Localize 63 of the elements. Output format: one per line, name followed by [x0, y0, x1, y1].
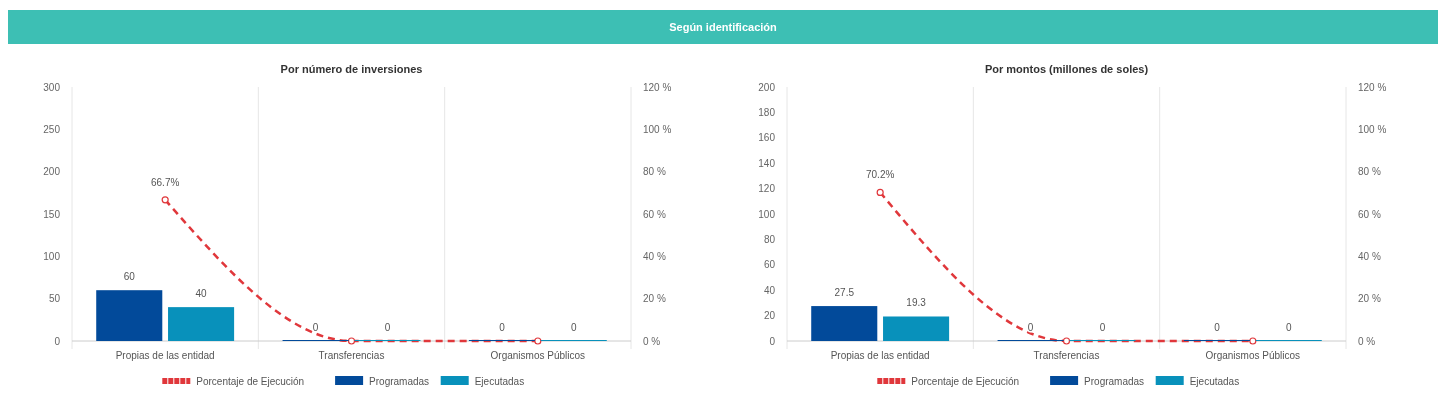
- data-label: 40: [195, 288, 208, 300]
- legend-label: Programadas: [1084, 376, 1145, 387]
- y2-tick-label: 80 %: [1358, 166, 1381, 178]
- x-tick-label: Organismos Públicos: [1205, 350, 1301, 361]
- legend-label: Ejecutadas: [1189, 376, 1240, 387]
- y2-tick-label: 0 %: [643, 335, 661, 347]
- bar: [96, 290, 163, 341]
- y2-tick-label: 40 %: [643, 250, 666, 262]
- y2-tick-label: 20 %: [643, 293, 666, 305]
- x-tick-label: Propias de las entidad: [830, 350, 930, 361]
- y-tick-label: 250: [43, 123, 61, 135]
- chart-title: Por número de inversiones: [280, 63, 423, 75]
- data-label: 0: [499, 322, 506, 333]
- y-tick-label: 200: [758, 81, 776, 93]
- x-tick-label: Transferencias: [318, 350, 385, 361]
- text: Según identificación: [669, 21, 778, 33]
- y-tick-label: 60: [763, 259, 776, 271]
- y-tick-label: 80: [763, 233, 776, 245]
- legend-label: Ejecutadas: [474, 376, 525, 387]
- data-label: 0: [1099, 322, 1106, 333]
- legend-label: Programadas: [369, 376, 430, 387]
- y-tick-label: 0: [54, 335, 61, 347]
- y-tick-label: 160: [758, 132, 776, 144]
- y-tick-label: 50: [48, 293, 61, 305]
- data-label: 70.2%: [865, 169, 895, 181]
- y2-tick-label: 120 %: [1358, 81, 1387, 93]
- data-label: 0: [1214, 322, 1221, 333]
- data-label: 0: [570, 322, 577, 333]
- y-tick-label: 100: [43, 250, 61, 262]
- data-label: 0: [312, 322, 319, 333]
- y2-tick-label: 20 %: [1358, 293, 1381, 305]
- y-tick-label: 180: [758, 106, 776, 118]
- y-tick-label: 140: [758, 157, 776, 169]
- y-tick-label: 0: [769, 335, 776, 347]
- data-label: 19.3: [906, 297, 927, 309]
- y-tick-label: 40: [763, 284, 776, 296]
- y2-tick-label: 0 %: [1358, 335, 1376, 347]
- x-tick-label: Transferencias: [1033, 350, 1100, 361]
- legend-label: Porcentaje de Ejecución: [911, 376, 1020, 387]
- data-label: 27.5: [834, 287, 855, 299]
- data-label: 66.7%: [150, 176, 180, 188]
- bar: [168, 307, 235, 341]
- data-label: 0: [1027, 322, 1034, 333]
- data-label: 0: [1285, 322, 1292, 333]
- y2-tick-label: 40 %: [1358, 250, 1381, 262]
- legend-label: Porcentaje de Ejecución: [196, 376, 305, 387]
- chart-title: Por montos (millones de soles): [984, 63, 1149, 75]
- data-label: 60: [123, 271, 136, 283]
- y2-tick-label: 100 %: [1358, 123, 1387, 135]
- y-tick-label: 20: [763, 310, 776, 322]
- y-tick-label: 150: [43, 208, 61, 220]
- data-label: 0: [384, 322, 391, 333]
- y-tick-label: 200: [43, 166, 61, 178]
- y2-tick-label: 60 %: [643, 208, 666, 220]
- x-tick-label: Propias de las entidad: [115, 350, 215, 361]
- x-tick-label: Organismos Públicos: [490, 350, 586, 361]
- y2-tick-label: 100 %: [643, 123, 672, 135]
- y-tick-label: 120: [758, 183, 776, 195]
- y2-tick-label: 120 %: [643, 81, 672, 93]
- y-tick-label: 100: [758, 208, 776, 220]
- y2-tick-label: 80 %: [643, 166, 666, 178]
- y-tick-label: 300: [43, 81, 61, 93]
- y2-tick-label: 60 %: [1358, 208, 1381, 220]
